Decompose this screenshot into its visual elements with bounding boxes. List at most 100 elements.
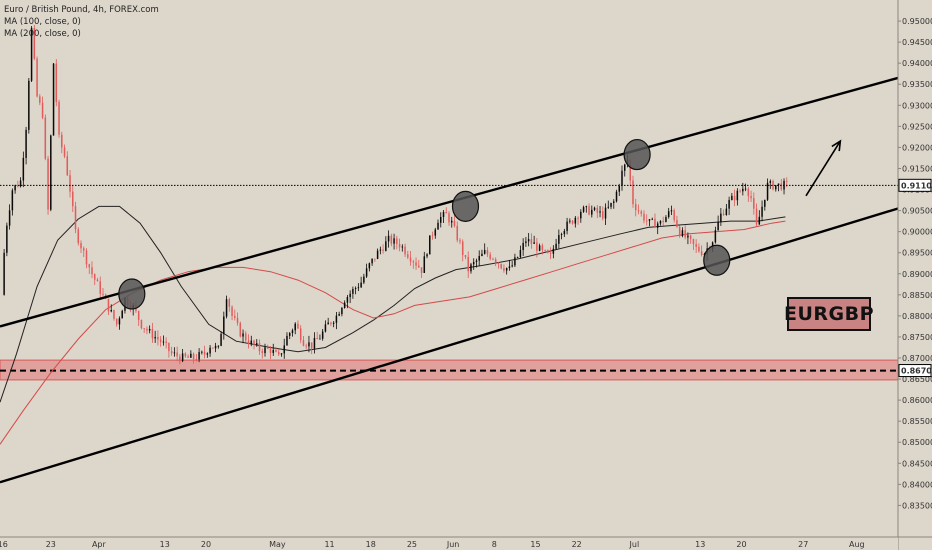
candle-body (352, 289, 354, 294)
candle-body (99, 281, 101, 294)
candle-body (678, 226, 681, 237)
candle-body (733, 195, 736, 201)
candle-body (176, 352, 178, 357)
candle-body (162, 341, 165, 343)
candle-body (170, 351, 173, 354)
time-tick-label: 23 (46, 540, 56, 549)
candle-body (264, 347, 266, 354)
candle-body (44, 117, 47, 159)
candle-body (426, 254, 428, 257)
candle-body (275, 350, 277, 352)
candle-body (288, 333, 291, 336)
price-tick-label: 0.93500 (902, 80, 932, 89)
candle-body (324, 324, 327, 332)
zone-price-tag-text: 0.86702 (901, 367, 932, 376)
candle-body (401, 246, 404, 248)
candle-body (739, 190, 741, 192)
candle-body (610, 202, 612, 207)
candle-body (717, 221, 719, 231)
candle-body (316, 337, 318, 340)
candle-body (6, 225, 8, 253)
candle-body (687, 235, 689, 238)
time-tick-label: 22 (572, 540, 582, 549)
candle-body (676, 220, 678, 227)
candle-body (253, 340, 255, 345)
candle-body (266, 347, 269, 349)
candle-body (500, 264, 502, 269)
candle-body (143, 328, 145, 329)
candle-body (256, 343, 258, 345)
candle-body (203, 351, 206, 355)
candle-body (450, 220, 453, 223)
candle-body (115, 318, 118, 325)
candle-body (181, 353, 184, 362)
candle-body (777, 183, 780, 186)
candle-body (308, 342, 310, 347)
candle-body (656, 223, 659, 228)
price-tick-label: 0.88000 (902, 312, 932, 321)
time-tick-label: 25 (407, 540, 417, 549)
touch-circle-1 (118, 278, 146, 310)
candle-body (374, 258, 376, 260)
candle-body (294, 323, 296, 331)
candle-body (536, 242, 538, 251)
candle-body (753, 198, 755, 209)
candle-body (269, 348, 272, 353)
candle-body (25, 129, 27, 158)
candle-body (239, 322, 242, 337)
candle-body (585, 206, 588, 208)
candle-body (63, 147, 66, 157)
chart-legend: Euro / British Pound, 4h, FOREX.com MA (… (4, 4, 159, 40)
candle-body (228, 299, 231, 307)
candle-body (621, 170, 623, 186)
candle-body (731, 195, 733, 200)
candle-body (93, 274, 96, 280)
candle-body (231, 306, 233, 316)
candle-body (602, 211, 604, 219)
candle-body (747, 188, 750, 197)
candle-body (272, 350, 274, 353)
price-tick-label: 0.92000 (902, 143, 932, 152)
candle-body (332, 322, 335, 324)
candle-body (431, 235, 434, 237)
candle-body (640, 211, 642, 214)
candle-body (541, 245, 544, 251)
candle-body (110, 310, 112, 312)
candle-body (83, 248, 85, 251)
candle-body (571, 220, 574, 224)
candle-body (187, 356, 189, 358)
candle-body (80, 243, 82, 249)
candle-body (483, 250, 486, 254)
candle-body (533, 242, 535, 244)
candle-body (714, 230, 717, 243)
candle-body (667, 211, 670, 218)
candle-body (522, 243, 524, 251)
candle-body (489, 254, 491, 259)
projection-arrow (805, 140, 842, 197)
time-tick-label: 11 (324, 540, 334, 549)
candle-body (74, 206, 77, 230)
candle-body (220, 333, 222, 346)
candle-body (486, 250, 489, 255)
candle-body (47, 158, 49, 210)
price-tick-label: 0.85500 (902, 417, 932, 426)
candle-body (247, 340, 250, 345)
candle-body (261, 351, 264, 354)
candle-body (8, 210, 11, 226)
candle-body (11, 190, 14, 211)
candle-body (722, 213, 725, 215)
candle-body (357, 287, 360, 289)
candle-body (146, 328, 148, 331)
candle-body (780, 183, 783, 190)
time-tick-label: Jun (446, 540, 460, 549)
time-tick-label: 15 (530, 540, 540, 549)
candle-body (673, 210, 675, 221)
candle-body (195, 359, 198, 360)
candle-body (659, 220, 662, 224)
candle-body (313, 337, 316, 349)
candle-body (750, 196, 752, 199)
candle-body (766, 182, 769, 200)
candle-body (552, 248, 555, 254)
candle-body (670, 210, 673, 212)
